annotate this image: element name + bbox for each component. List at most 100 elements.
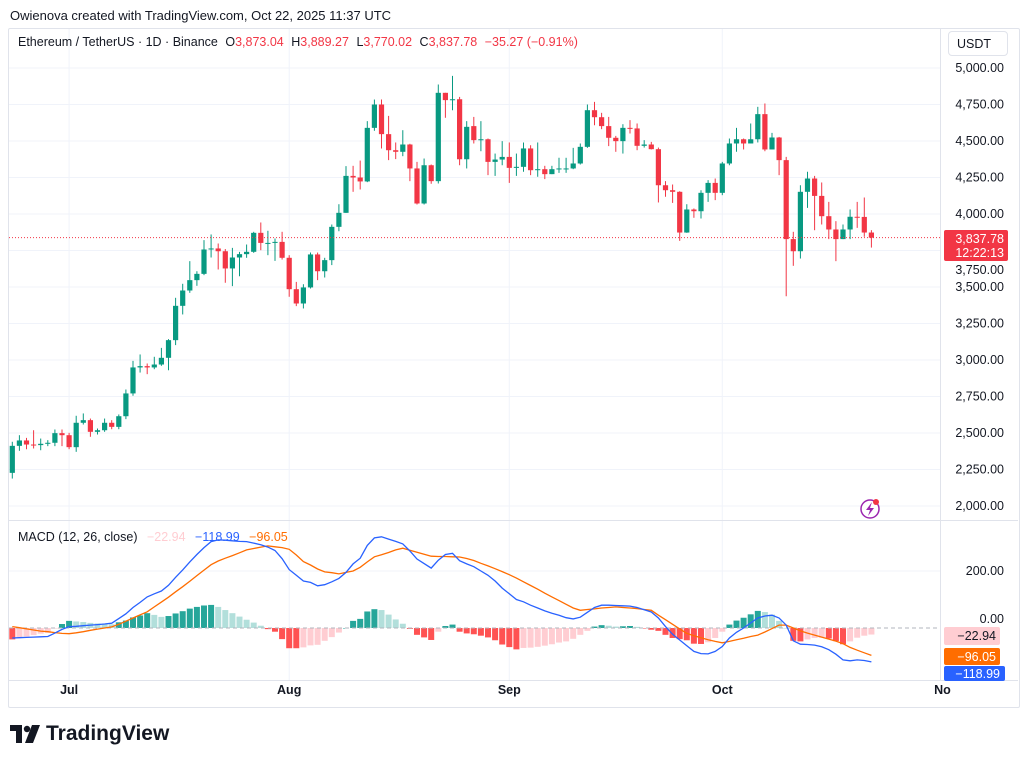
candle	[478, 121, 484, 152]
macd-title[interactable]: MACD (12, 26, close)	[18, 530, 138, 544]
price-tick-label: 4,250.00	[955, 171, 1004, 185]
candle	[329, 224, 335, 266]
candle-body	[315, 254, 321, 272]
histogram-bar	[44, 628, 51, 633]
histogram-bar	[272, 628, 278, 632]
candle-body	[790, 239, 796, 252]
histogram-badge: −22.94	[944, 627, 1000, 645]
candle	[464, 121, 470, 169]
candle	[130, 360, 136, 396]
histogram-bar	[335, 628, 342, 633]
candle-body	[173, 305, 179, 341]
candle-body	[513, 166, 519, 168]
low-value: 3,770.02	[363, 35, 413, 49]
candle	[684, 204, 690, 233]
macd-legend: MACD (12, 26, close) −22.94 −118.99 −96.…	[18, 530, 294, 544]
candle-body	[861, 216, 867, 233]
currency-selector[interactable]: USDT	[948, 31, 1008, 56]
histogram-bar	[442, 626, 449, 628]
candle-body	[670, 190, 676, 192]
candle	[251, 231, 257, 253]
signal-badge-value: −96.05	[957, 650, 996, 664]
candle	[73, 415, 79, 452]
histogram-bar	[655, 628, 662, 631]
histogram-bar	[662, 628, 669, 635]
histogram-bar	[9, 628, 16, 640]
candle	[584, 104, 590, 148]
candle	[272, 238, 278, 261]
histogram-bar	[534, 628, 541, 647]
candle	[648, 141, 654, 150]
candle-body	[272, 241, 278, 243]
candle-body	[542, 169, 548, 175]
macd-badge: −118.99	[944, 666, 1005, 681]
candle	[691, 208, 697, 218]
candle-body	[52, 433, 58, 443]
histogram-bar	[548, 628, 555, 645]
candle	[407, 143, 413, 182]
candle-body	[549, 169, 555, 175]
candle-body	[23, 440, 30, 445]
last-price-value: 3,837.78	[955, 232, 1004, 246]
symbol-name[interactable]: Ethereum / TetherUS · 1D · Binance	[18, 35, 218, 49]
histogram-bar	[527, 628, 534, 648]
candle	[158, 347, 164, 366]
candle-body	[236, 254, 243, 258]
candle-body	[265, 242, 271, 244]
candle	[549, 165, 555, 175]
grid	[9, 29, 940, 680]
histogram-bar	[122, 620, 129, 628]
candle-body	[726, 143, 732, 164]
candle-body	[520, 148, 527, 167]
candle-body	[222, 251, 228, 269]
histogram-bar	[541, 628, 548, 646]
price-axis[interactable]: 5,000.00 4,750.00 4,500.00 4,250.00 4,000.00…	[955, 61, 1004, 513]
histogram-bar	[591, 626, 598, 628]
candle-body	[386, 134, 392, 151]
candle-body	[393, 150, 399, 152]
macd-axis[interactable]: 200.00 0.00	[966, 564, 1004, 626]
chart-credit: Owienova created with TradingView.com, O…	[10, 8, 392, 23]
time-tick-label: Oct	[712, 683, 734, 697]
macd-tick-label: 0.00	[980, 612, 1004, 626]
candle	[336, 204, 342, 232]
tradingview-logo[interactable]: TradingView	[10, 722, 169, 746]
candle-body	[87, 420, 93, 432]
histogram-bar	[314, 628, 321, 645]
price-tick-label: 3,250.00	[955, 317, 1004, 331]
candle	[797, 185, 803, 259]
histogram-bar	[201, 605, 207, 628]
price-tick-label: 2,500.00	[955, 426, 1004, 440]
macd-badge-value: −118.99	[955, 667, 1000, 681]
histogram-bar	[570, 628, 577, 639]
candle	[293, 281, 299, 307]
candle-body	[229, 257, 235, 269]
candle	[606, 116, 612, 147]
histogram-bar	[740, 617, 747, 628]
time-axis[interactable]: Jul Aug Sep Oct No	[60, 683, 951, 697]
candle-body	[677, 191, 683, 233]
histogram-bar	[577, 628, 584, 635]
histogram-bar	[94, 623, 101, 628]
candle	[741, 138, 747, 150]
histogram-bar	[364, 611, 371, 628]
histogram-bar	[392, 619, 399, 628]
candle	[322, 257, 328, 278]
time-tick-label: Aug	[277, 683, 301, 697]
candle	[137, 354, 143, 373]
candle	[102, 418, 108, 432]
candle-body	[307, 254, 314, 288]
candle	[109, 420, 115, 430]
candle-body	[655, 149, 661, 186]
candle	[151, 356, 157, 370]
candle	[812, 175, 818, 231]
candle	[819, 182, 825, 225]
histogram-bar	[321, 628, 328, 641]
candle-body	[336, 212, 342, 227]
candle-body	[528, 148, 534, 171]
candle	[620, 124, 626, 154]
candle-body	[698, 192, 704, 212]
lightning-icon[interactable]	[860, 499, 880, 519]
candle	[66, 432, 72, 450]
